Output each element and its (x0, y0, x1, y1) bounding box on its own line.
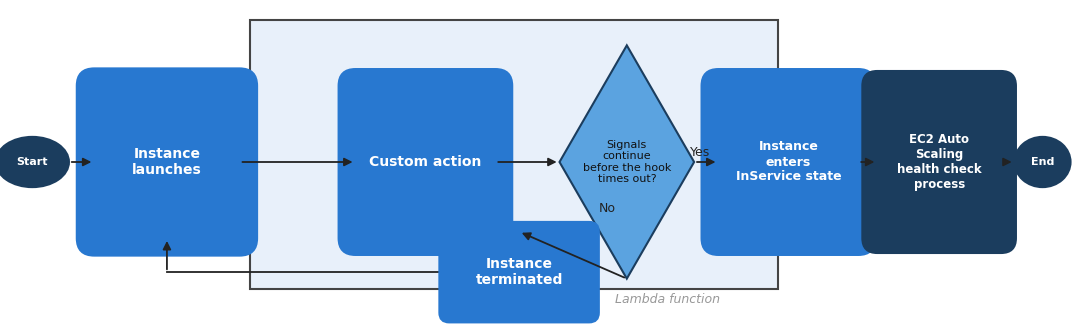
FancyBboxPatch shape (439, 222, 599, 322)
Text: Instance
launches: Instance launches (132, 147, 201, 177)
Text: End: End (1031, 157, 1054, 167)
Ellipse shape (0, 137, 69, 187)
Text: EC2 Auto
Scaling
health check
process: EC2 Auto Scaling health check process (897, 133, 981, 191)
Text: Yes: Yes (690, 146, 711, 159)
Text: Instance
terminated: Instance terminated (475, 257, 563, 287)
Text: Instance
enters
InService state: Instance enters InService state (736, 141, 841, 183)
Ellipse shape (1015, 137, 1071, 187)
Text: Signals
continue
before the hook
times out?: Signals continue before the hook times o… (583, 140, 671, 184)
FancyBboxPatch shape (701, 69, 876, 255)
Text: Start: Start (16, 157, 48, 167)
Polygon shape (560, 45, 694, 279)
FancyBboxPatch shape (250, 20, 778, 289)
Text: No: No (599, 202, 616, 215)
Text: Custom action: Custom action (369, 155, 481, 169)
FancyBboxPatch shape (338, 69, 513, 255)
Text: Lambda function: Lambda function (615, 293, 721, 306)
FancyBboxPatch shape (76, 68, 257, 256)
FancyBboxPatch shape (863, 71, 1016, 253)
